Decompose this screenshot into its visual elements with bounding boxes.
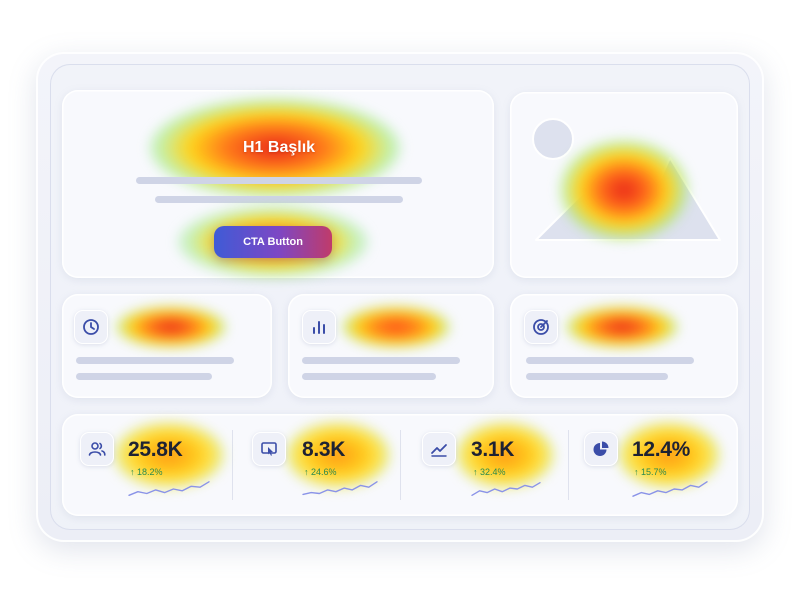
stat-change-1: ↑ 18.2% [130, 467, 163, 477]
cursor-click-icon [261, 442, 277, 456]
feature-1-text-line-2 [76, 373, 212, 380]
hero-text-line-1 [136, 177, 422, 184]
feature-3-text-line-2 [526, 373, 668, 380]
stat-icon-box-1 [80, 432, 114, 466]
feature-3-text-line-1 [526, 357, 694, 364]
feature-icon-box-1 [74, 310, 108, 344]
stat-change-2: ↑ 24.6% [304, 467, 337, 477]
sparkline-path [632, 481, 708, 497]
hero-text-line-2 [155, 196, 403, 203]
stat-value-1: 25.8K [128, 438, 183, 461]
stat-sparkline-3 [471, 481, 541, 496]
trend-up-icon [431, 444, 447, 457]
sparkline-path [471, 481, 541, 496]
stats-divider-2 [400, 430, 401, 500]
sparkline-path [302, 481, 378, 496]
cta-button[interactable]: CTA Button [214, 226, 332, 258]
feature-2-text-line-2 [302, 373, 436, 380]
stat-change-4: ↑ 15.7% [634, 467, 667, 477]
stat-icon-box-3 [422, 432, 456, 466]
stat-icon-box-4 [584, 432, 618, 466]
stat-change-3: ↑ 32.4% [473, 467, 506, 477]
hero-title: H1 Başlık [243, 139, 316, 156]
image-placeholder-icon [532, 118, 721, 241]
users-icon [88, 442, 106, 456]
stat-sparkline-4 [632, 481, 708, 497]
bar-chart-icon [313, 321, 325, 334]
stat-sparkline-1 [128, 481, 210, 496]
feature-icon-box-2 [302, 310, 336, 344]
feature-1-text-line-1 [76, 357, 234, 364]
feature-2-text-line-1 [302, 357, 460, 364]
stat-value-2: 8.3K [302, 438, 346, 461]
stat-sparkline-2 [302, 481, 378, 496]
stats-divider-3 [568, 430, 569, 500]
sparkline-path [128, 481, 210, 496]
stat-value-3: 3.1K [471, 438, 515, 461]
stat-icon-box-2 [252, 432, 286, 466]
clock-icon [83, 319, 99, 335]
feature-icon-box-3 [524, 310, 558, 344]
image-card [510, 92, 738, 278]
pie-chart-icon [593, 441, 609, 456]
stats-divider-1 [232, 430, 233, 500]
stat-value-4: 12.4% [632, 438, 691, 461]
target-icon [533, 319, 549, 335]
